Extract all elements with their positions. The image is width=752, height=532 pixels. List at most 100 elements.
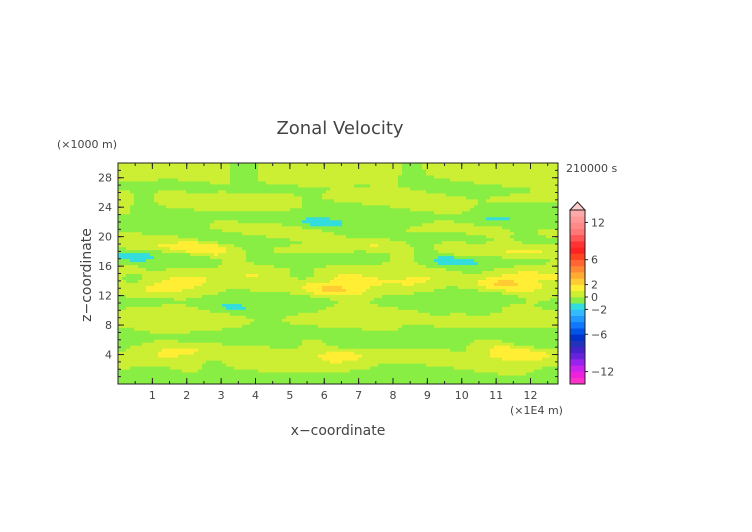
- heatmap-cell: [422, 348, 427, 352]
- heatmap-cell: [222, 291, 227, 295]
- heatmap-cell: [470, 375, 475, 379]
- heatmap-cell: [266, 294, 271, 298]
- heatmap-cell: [442, 327, 447, 331]
- heatmap-cell: [494, 285, 499, 289]
- heatmap-cell: [534, 267, 539, 272]
- heatmap-cell: [466, 333, 471, 337]
- heatmap-cell: [322, 330, 327, 334]
- heatmap-cell: [350, 336, 355, 340]
- heatmap-cell: [246, 360, 251, 364]
- heatmap-cell: [290, 258, 295, 263]
- heatmap-cell: [442, 330, 447, 334]
- heatmap-cell: [214, 264, 219, 269]
- heatmap-cell: [222, 348, 227, 352]
- heatmap-cell: [458, 360, 463, 364]
- heatmap-cell: [298, 312, 303, 316]
- heatmap-cell: [290, 249, 295, 254]
- heatmap-cell: [174, 300, 179, 304]
- heatmap-cell: [350, 378, 355, 382]
- heatmap-cell: [138, 258, 143, 263]
- heatmap-cell: [326, 261, 331, 266]
- heatmap-cell: [386, 381, 391, 385]
- heatmap-cell: [270, 342, 275, 346]
- heatmap-cell: [406, 348, 411, 352]
- heatmap-cell: [214, 294, 219, 298]
- heatmap-cell: [318, 297, 323, 301]
- heatmap-cell: [230, 279, 235, 283]
- heatmap-cell: [130, 321, 135, 325]
- heatmap-cell: [510, 378, 515, 382]
- heatmap-cell: [286, 372, 291, 376]
- heatmap-cell: [346, 270, 351, 274]
- heatmap-cell: [378, 315, 383, 319]
- heatmap-cell: [262, 291, 267, 295]
- heatmap-cell: [118, 357, 123, 361]
- heatmap-cell: [494, 282, 499, 286]
- heatmap-cell: [494, 345, 499, 349]
- heatmap-cell: [390, 339, 395, 343]
- heatmap-cell: [330, 309, 335, 313]
- heatmap-cell: [530, 261, 535, 266]
- heatmap-cell: [490, 318, 495, 322]
- heatmap-cell: [238, 345, 243, 349]
- heatmap-cell: [494, 276, 499, 280]
- heatmap-cell: [378, 369, 383, 373]
- heatmap-cell: [442, 342, 447, 346]
- heatmap-cell: [554, 294, 559, 298]
- heatmap-cell: [386, 345, 391, 349]
- heatmap-cell: [150, 369, 155, 373]
- heatmap-cell: [174, 330, 179, 334]
- heatmap-cell: [202, 273, 207, 277]
- heatmap-cell: [326, 285, 331, 289]
- heatmap-cell: [286, 282, 291, 286]
- heatmap-cell: [238, 285, 243, 289]
- heatmap-cell: [246, 348, 251, 352]
- heatmap-cell: [462, 318, 467, 322]
- heatmap-cell: [170, 342, 175, 346]
- heatmap-cell: [374, 273, 379, 277]
- heatmap-cell: [418, 309, 423, 313]
- heatmap-cell: [390, 363, 395, 367]
- heatmap-cell: [418, 351, 423, 355]
- heatmap-cell: [462, 276, 467, 280]
- heatmap-cell: [366, 291, 371, 295]
- heatmap-cell: [338, 360, 343, 364]
- heatmap-cell: [202, 375, 207, 379]
- heatmap-cell: [470, 303, 475, 307]
- heatmap-cell: [446, 270, 451, 274]
- heatmap-cell: [538, 354, 543, 358]
- heatmap-cell: [198, 327, 203, 331]
- heatmap-cell: [154, 351, 159, 355]
- heatmap-cell: [370, 312, 375, 316]
- heatmap-cell: [470, 318, 475, 322]
- heatmap-cell: [546, 258, 551, 263]
- heatmap-cell: [418, 312, 423, 316]
- heatmap-cell: [426, 372, 431, 376]
- heatmap-cell: [122, 309, 127, 313]
- heatmap-cell: [118, 246, 123, 251]
- heatmap-cell: [330, 333, 335, 337]
- heatmap-cell: [466, 297, 471, 301]
- heatmap-cell: [406, 300, 411, 304]
- heatmap-cell: [538, 333, 543, 337]
- heatmap-cell: [466, 375, 471, 379]
- heatmap-cell: [218, 261, 223, 266]
- heatmap-cell: [534, 285, 539, 289]
- heatmap-cell: [122, 324, 127, 328]
- heatmap-cell: [330, 354, 335, 358]
- heatmap-cell: [502, 291, 507, 295]
- heatmap-cell: [142, 381, 147, 385]
- heatmap-cell: [182, 363, 187, 367]
- heatmap-cell: [278, 339, 283, 343]
- heatmap-cell: [406, 363, 411, 367]
- heatmap-cell: [150, 321, 155, 325]
- heatmap-cell: [238, 318, 243, 322]
- heatmap-cell: [522, 285, 527, 289]
- heatmap-cell: [554, 303, 559, 307]
- heatmap-cell: [234, 381, 239, 385]
- heatmap-cell: [182, 327, 187, 331]
- heatmap-cell: [378, 348, 383, 352]
- heatmap-cell: [330, 306, 335, 310]
- heatmap-cell: [490, 339, 495, 343]
- heatmap-cell: [310, 351, 315, 355]
